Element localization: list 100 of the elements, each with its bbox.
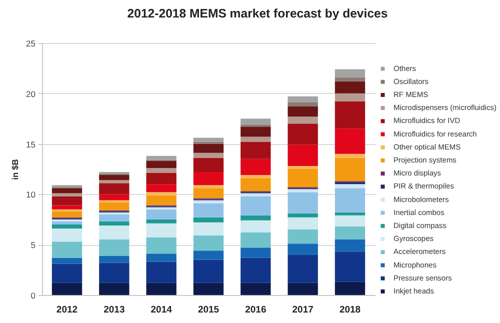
bar — [99, 240, 130, 256]
bar — [52, 264, 82, 283]
bar — [193, 138, 224, 142]
bar — [99, 183, 130, 194]
bar — [240, 178, 271, 192]
bar — [193, 250, 224, 260]
bar — [334, 282, 366, 295]
y-axis-title: in $B — [10, 159, 20, 180]
bar — [240, 220, 271, 233]
bar — [334, 154, 366, 158]
x-tick-label: 2016 — [245, 304, 266, 316]
bar — [52, 224, 82, 228]
bar — [334, 212, 366, 216]
bar — [240, 232, 271, 248]
bar — [99, 175, 130, 180]
bar — [146, 192, 176, 196]
x-tick-label: 2018 — [339, 304, 361, 316]
bar — [288, 96, 318, 102]
bar — [99, 256, 130, 263]
bar — [193, 222, 224, 236]
bar — [240, 282, 271, 295]
bar — [52, 193, 82, 196]
bar — [288, 144, 318, 166]
y-tick-label: 5 — [30, 240, 36, 250]
bar — [146, 238, 176, 254]
x-tick-label: 2014 — [150, 304, 173, 316]
bar — [146, 173, 176, 184]
bar — [146, 156, 176, 160]
bar — [193, 144, 224, 153]
bar — [193, 185, 224, 188]
bar — [99, 221, 130, 226]
bar — [240, 248, 271, 258]
bar — [193, 152, 224, 158]
bar — [240, 175, 271, 178]
bar — [193, 172, 224, 186]
bar — [288, 192, 318, 214]
bar — [99, 214, 130, 222]
y-tick-label: 20 — [26, 88, 36, 99]
x-tick-label: 2017 — [292, 304, 314, 316]
bar — [288, 217, 318, 230]
bar — [99, 225, 130, 240]
bar — [334, 69, 366, 78]
bar — [146, 168, 176, 174]
bar — [334, 128, 366, 154]
bar — [240, 118, 271, 125]
bar — [99, 262, 130, 283]
bar — [146, 282, 176, 295]
y-tick-label: 25 — [26, 38, 36, 48]
y-tick-label: 10 — [26, 190, 36, 200]
bar — [288, 166, 318, 169]
bar — [52, 196, 82, 206]
bar — [146, 195, 176, 206]
bar — [52, 211, 82, 218]
bar — [334, 226, 366, 240]
bar — [146, 160, 176, 168]
bar — [99, 180, 130, 184]
bar — [52, 221, 82, 224]
bar — [146, 254, 176, 262]
bar — [288, 116, 318, 124]
chart-title: 2012-2018 MEMS market forecast by devices — [127, 6, 388, 21]
bar — [334, 81, 366, 94]
bar — [99, 202, 130, 210]
x-tick-label: 2012 — [56, 304, 78, 316]
bar — [240, 193, 271, 196]
bar — [99, 282, 130, 295]
bar — [334, 215, 366, 226]
bar — [334, 240, 366, 252]
bar — [146, 184, 176, 192]
bar — [193, 188, 224, 198]
bar — [288, 213, 318, 218]
bar — [288, 282, 318, 295]
bar — [99, 194, 130, 200]
bar — [334, 158, 366, 182]
bar — [193, 217, 224, 222]
bar — [334, 77, 366, 82]
bar — [240, 126, 271, 137]
bar — [193, 236, 224, 251]
y-tick-label: 15 — [26, 139, 36, 150]
x-tick-label: 2015 — [198, 304, 220, 316]
bar — [288, 169, 318, 188]
bar — [240, 142, 271, 159]
bar — [288, 106, 318, 117]
bar — [193, 203, 224, 218]
bar — [193, 260, 224, 283]
y-tick-label: 0 — [30, 290, 36, 300]
bar — [52, 242, 82, 258]
bar — [193, 200, 224, 204]
bar — [240, 158, 271, 176]
bar — [240, 196, 271, 216]
bar — [146, 223, 176, 238]
bar — [288, 124, 318, 145]
bar — [334, 101, 366, 129]
bar — [146, 209, 176, 220]
bar — [193, 158, 224, 172]
bar — [52, 228, 82, 242]
bar — [334, 252, 366, 282]
bar — [146, 262, 176, 283]
bar — [334, 184, 366, 188]
bar — [52, 188, 82, 194]
bar — [52, 282, 82, 295]
